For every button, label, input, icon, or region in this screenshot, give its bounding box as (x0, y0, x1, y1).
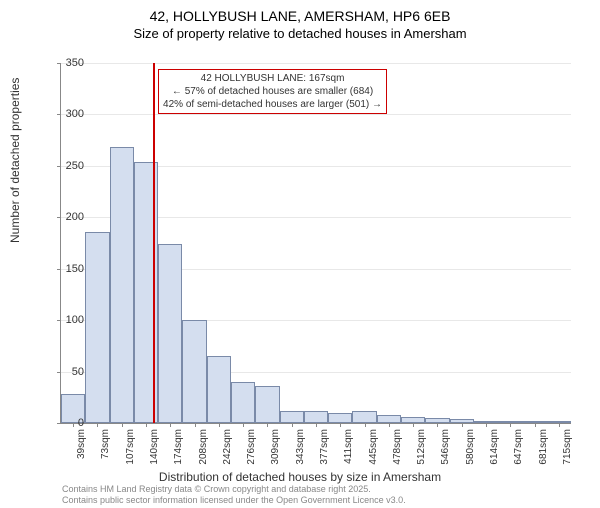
ytick-label: 150 (54, 263, 84, 275)
xtick-label: 580sqm (465, 429, 476, 465)
xtick-label: 107sqm (125, 429, 136, 465)
xtick-mark (365, 423, 366, 427)
ytick-label: 350 (54, 57, 84, 69)
xtick-mark (413, 423, 414, 427)
xtick-label: 208sqm (198, 429, 209, 465)
footer-line1: Contains HM Land Registry data © Crown c… (62, 484, 406, 495)
xtick-label: 174sqm (173, 429, 184, 465)
chart-area: 42 HOLLYBUSH LANE: 167sqm ← 57% of detac… (60, 63, 570, 423)
xtick-mark (97, 423, 98, 427)
ytick-label: 100 (54, 314, 84, 326)
xtick-mark (462, 423, 463, 427)
histogram-bar (328, 413, 352, 423)
footer-text: Contains HM Land Registry data © Crown c… (62, 484, 406, 506)
xtick-mark (510, 423, 511, 427)
annotation-line2: ← 57% of detached houses are smaller (68… (163, 85, 382, 98)
histogram-bar (255, 386, 279, 423)
xtick-label: 377sqm (319, 429, 330, 465)
xtick-label: 512sqm (416, 429, 427, 465)
xtick-label: 478sqm (392, 429, 403, 465)
histogram-bar (280, 411, 304, 423)
chart-container: 42, HOLLYBUSH LANE, AMERSHAM, HP6 6EB Si… (0, 8, 600, 508)
xtick-label: 39sqm (76, 429, 87, 459)
x-axis-label: Distribution of detached houses by size … (0, 470, 600, 484)
gridline (61, 114, 571, 115)
histogram-bar (352, 411, 376, 423)
annotation-box: 42 HOLLYBUSH LANE: 167sqm ← 57% of detac… (158, 69, 387, 114)
xtick-mark (486, 423, 487, 427)
xtick-mark (219, 423, 220, 427)
xtick-label: 614sqm (489, 429, 500, 465)
xtick-label: 343sqm (295, 429, 306, 465)
xtick-label: 242sqm (222, 429, 233, 465)
histogram-bar (304, 411, 328, 423)
xtick-label: 276sqm (246, 429, 257, 465)
chart-title: 42, HOLLYBUSH LANE, AMERSHAM, HP6 6EB (0, 8, 600, 24)
xtick-label: 647sqm (513, 429, 524, 465)
ytick-label: 200 (54, 211, 84, 223)
xtick-mark (559, 423, 560, 427)
ytick-label: 250 (54, 160, 84, 172)
footer-line2: Contains public sector information licen… (62, 495, 406, 506)
xtick-label: 140sqm (149, 429, 160, 465)
histogram-bar (231, 382, 255, 423)
xtick-mark (195, 423, 196, 427)
xtick-mark (316, 423, 317, 427)
xtick-mark (292, 423, 293, 427)
histogram-bar (85, 232, 109, 423)
plot-region (60, 63, 571, 424)
xtick-mark (389, 423, 390, 427)
chart-subtitle: Size of property relative to detached ho… (0, 26, 600, 41)
xtick-label: 73sqm (100, 429, 111, 459)
annotation-line1: 42 HOLLYBUSH LANE: 167sqm (163, 72, 382, 85)
xtick-mark (170, 423, 171, 427)
ytick-label: 50 (54, 366, 84, 378)
histogram-bar (377, 415, 401, 423)
xtick-mark (267, 423, 268, 427)
annotation-line3: 42% of semi-detached houses are larger (… (163, 98, 382, 111)
xtick-label: 411sqm (343, 429, 354, 464)
xtick-mark (122, 423, 123, 427)
gridline (61, 63, 571, 64)
histogram-bar (207, 356, 231, 423)
histogram-bar (110, 147, 134, 423)
ytick-label: 0 (54, 417, 84, 429)
marker-line (153, 63, 155, 423)
xtick-label: 715sqm (562, 429, 573, 465)
xtick-label: 445sqm (368, 429, 379, 465)
xtick-mark (340, 423, 341, 427)
y-axis-label: Number of detached properties (8, 78, 22, 243)
histogram-bar (182, 320, 206, 423)
ytick-label: 300 (54, 108, 84, 120)
xtick-label: 681sqm (538, 429, 549, 465)
xtick-label: 309sqm (270, 429, 281, 465)
xtick-mark (535, 423, 536, 427)
xtick-mark (437, 423, 438, 427)
histogram-bar (158, 244, 182, 423)
xtick-mark (243, 423, 244, 427)
xtick-mark (146, 423, 147, 427)
xtick-label: 546sqm (440, 429, 451, 465)
